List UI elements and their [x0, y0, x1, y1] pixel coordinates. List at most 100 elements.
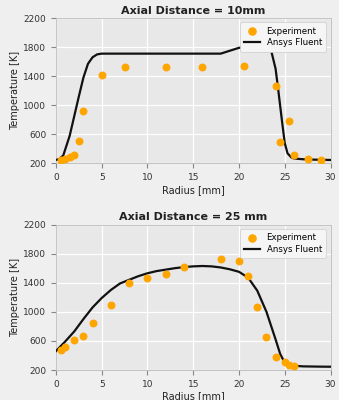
Experiment	[305, 156, 310, 162]
Ansys Fluent	[280, 119, 284, 124]
Title: Axial Distance = 25 mm: Axial Distance = 25 mm	[119, 212, 267, 222]
Ansys Fluent	[72, 329, 76, 334]
Ansys Fluent	[283, 360, 287, 365]
Experiment	[62, 344, 68, 350]
Ansys Fluent	[145, 271, 149, 276]
Experiment	[163, 64, 168, 70]
Ansys Fluent	[100, 51, 104, 56]
Ansys Fluent	[182, 51, 186, 56]
Ansys Fluent	[182, 265, 186, 270]
Ansys Fluent	[292, 363, 296, 368]
Ansys Fluent	[54, 158, 58, 162]
Ansys Fluent	[269, 48, 273, 52]
Experiment	[62, 156, 68, 162]
Experiment	[255, 304, 260, 311]
Ansys Fluent	[72, 114, 76, 118]
Experiment	[126, 280, 132, 287]
Ansys Fluent	[328, 364, 333, 369]
Ansys Fluent	[77, 94, 81, 99]
Title: Axial Distance = 10mm: Axial Distance = 10mm	[121, 6, 265, 16]
Ansys Fluent	[54, 349, 58, 354]
Ansys Fluent	[145, 51, 149, 56]
Experiment	[264, 333, 269, 340]
Ansys Fluent	[219, 265, 223, 270]
Experiment	[291, 152, 297, 158]
Experiment	[58, 346, 63, 353]
Ansys Fluent	[63, 339, 67, 344]
Experiment	[81, 333, 86, 339]
Ansys Fluent	[200, 51, 204, 56]
Ansys Fluent	[57, 157, 61, 162]
Experiment	[291, 363, 297, 369]
Ansys Fluent	[127, 278, 131, 282]
Ansys Fluent	[228, 267, 232, 272]
Ansys Fluent	[328, 158, 333, 162]
Ansys Fluent	[155, 269, 159, 274]
Ansys Fluent	[91, 305, 95, 310]
Ansys Fluent	[118, 281, 122, 286]
Experiment	[81, 108, 86, 114]
Ansys Fluent	[283, 141, 287, 146]
Ansys Fluent	[246, 45, 250, 50]
Ansys Fluent	[264, 46, 268, 50]
Ansys Fluent	[237, 46, 241, 50]
Experiment	[287, 118, 292, 124]
Ansys Fluent	[237, 270, 241, 274]
Ansys Fluent	[95, 52, 99, 57]
Experiment	[181, 264, 187, 270]
Ansys Fluent	[61, 153, 65, 158]
Experiment	[99, 72, 104, 78]
X-axis label: Radius [mm]: Radius [mm]	[162, 392, 225, 400]
Experiment	[58, 157, 63, 163]
Ansys Fluent	[136, 274, 140, 278]
Experiment	[287, 362, 292, 368]
Ansys Fluent	[200, 264, 204, 268]
Ansys Fluent	[255, 45, 259, 50]
Ansys Fluent	[285, 151, 290, 156]
Experiment	[273, 354, 278, 360]
Ansys Fluent	[91, 55, 95, 60]
Ansys Fluent	[86, 62, 90, 66]
Experiment	[72, 152, 77, 158]
Ansys Fluent	[246, 275, 250, 280]
Ansys Fluent	[287, 362, 292, 367]
Ansys Fluent	[81, 317, 85, 322]
Experiment	[72, 337, 77, 343]
Ansys Fluent	[276, 88, 280, 93]
Ansys Fluent	[81, 75, 85, 80]
Legend: Experiment, Ansys Fluent: Experiment, Ansys Fluent	[240, 229, 326, 258]
Ansys Fluent	[310, 157, 314, 162]
Ansys Fluent	[289, 155, 293, 160]
Ansys Fluent	[104, 51, 108, 56]
Experiment	[122, 64, 127, 70]
Ansys Fluent	[164, 267, 168, 272]
Experiment	[245, 273, 251, 279]
Ansys Fluent	[68, 134, 72, 138]
Ansys Fluent	[278, 352, 282, 356]
Experiment	[277, 139, 283, 146]
Ansys Fluent	[319, 158, 323, 162]
X-axis label: Radius [mm]: Radius [mm]	[162, 185, 225, 195]
Ansys Fluent	[109, 51, 113, 56]
Ansys Fluent	[191, 264, 195, 269]
Ansys Fluent	[127, 51, 131, 56]
Ansys Fluent	[210, 264, 214, 269]
Ansys Fluent	[255, 288, 259, 293]
Y-axis label: Temperature [K]: Temperature [K]	[11, 258, 20, 337]
Line: Ansys Fluent: Ansys Fluent	[56, 47, 331, 160]
Ansys Fluent	[173, 266, 177, 270]
Experiment	[108, 301, 114, 308]
Ansys Fluent	[274, 337, 278, 342]
Ansys Fluent	[301, 157, 305, 162]
Experiment	[241, 63, 246, 69]
Ansys Fluent	[292, 156, 296, 161]
Ansys Fluent	[310, 364, 314, 369]
Ansys Fluent	[301, 364, 305, 369]
Experiment	[218, 256, 223, 263]
Ansys Fluent	[319, 364, 323, 369]
Experiment	[90, 320, 95, 327]
Experiment	[76, 138, 81, 144]
Ansys Fluent	[264, 310, 268, 314]
Experiment	[145, 275, 150, 282]
Ansys Fluent	[274, 66, 278, 71]
